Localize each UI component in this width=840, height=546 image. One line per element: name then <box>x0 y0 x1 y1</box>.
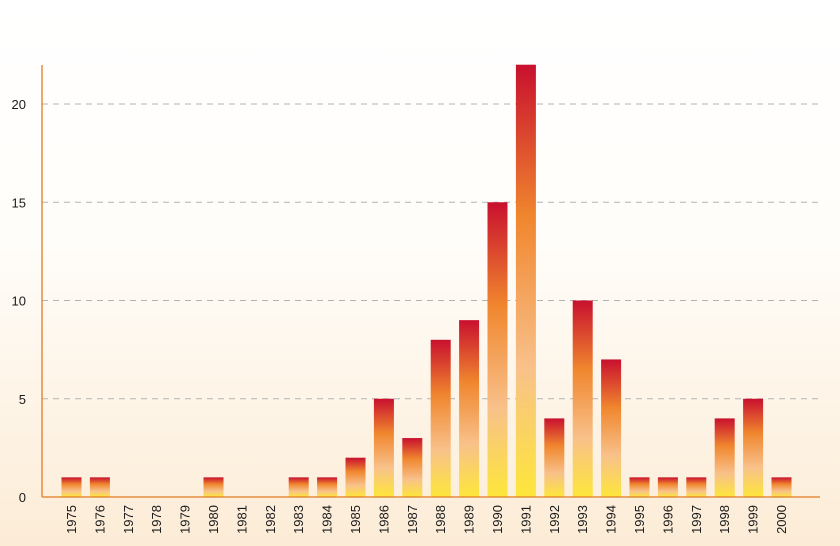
x-tick-label-1993: 1993 <box>575 505 590 534</box>
x-tick-label-2000: 2000 <box>774 505 789 534</box>
bar-2000 <box>771 477 792 497</box>
x-tick-label-1984: 1984 <box>320 505 335 534</box>
bar-1995 <box>629 477 650 497</box>
x-tick-label-1995: 1995 <box>632 505 647 534</box>
bar-1987 <box>402 438 423 497</box>
y-tick-label: 20 <box>12 97 26 112</box>
x-tick-label-1989: 1989 <box>462 505 477 534</box>
x-tick-label-1996: 1996 <box>660 505 675 534</box>
x-tick-label-1987: 1987 <box>405 505 420 534</box>
x-tick-label-1983: 1983 <box>291 505 306 534</box>
x-tick-label-1985: 1985 <box>348 505 363 534</box>
bar-1986 <box>373 398 394 497</box>
x-tick-label-1994: 1994 <box>604 505 619 534</box>
y-tick-label: 0 <box>19 490 26 505</box>
x-tick-label-1977: 1977 <box>121 505 136 534</box>
bar-1984 <box>317 477 338 497</box>
x-tick-label-1975: 1975 <box>64 505 79 534</box>
bar-1993 <box>572 300 593 497</box>
x-tick-label-1998: 1998 <box>717 505 732 534</box>
bar-1985 <box>345 457 366 497</box>
bar-1998 <box>714 418 735 497</box>
x-tick-label-1990: 1990 <box>490 505 505 534</box>
bar-1975 <box>61 477 82 497</box>
x-tick-label-1991: 1991 <box>518 505 533 534</box>
x-tick-label-1978: 1978 <box>149 505 164 534</box>
x-tick-label-1981: 1981 <box>234 505 249 534</box>
y-tick-label: 5 <box>19 392 26 407</box>
x-axis-ticks: 1975 1976 1977 1978 1979 1980 1981 1982 1983 1984… <box>64 505 789 534</box>
bar-1980 <box>203 477 224 497</box>
y-axis-ticks: 0 5 10 15 20 <box>12 97 26 505</box>
x-tick-label-1992: 1992 <box>547 505 562 534</box>
bar-1992 <box>544 418 565 497</box>
x-tick-label-1976: 1976 <box>92 505 107 534</box>
bar-1983 <box>288 477 309 497</box>
bar-1990 <box>487 202 508 497</box>
bar-1997 <box>686 477 707 497</box>
bar-1999 <box>743 398 764 497</box>
bar-1991 <box>515 64 536 497</box>
bar-1989 <box>459 320 480 497</box>
x-tick-label-1986: 1986 <box>376 505 391 534</box>
x-tick-label-1997: 1997 <box>689 505 704 534</box>
x-tick-label-1980: 1980 <box>206 505 221 534</box>
bar-1996 <box>657 477 678 497</box>
x-tick-label-1988: 1988 <box>433 505 448 534</box>
bar-1988 <box>430 339 451 497</box>
x-tick-label-1982: 1982 <box>263 505 278 534</box>
bars <box>61 64 792 497</box>
x-tick-label-1979: 1979 <box>178 505 193 534</box>
y-tick-label: 15 <box>12 195 26 210</box>
x-tick-label-1999: 1999 <box>746 505 761 534</box>
y-tick-label: 10 <box>12 294 26 309</box>
bar-1976 <box>89 477 110 497</box>
bar-1994 <box>601 359 622 497</box>
